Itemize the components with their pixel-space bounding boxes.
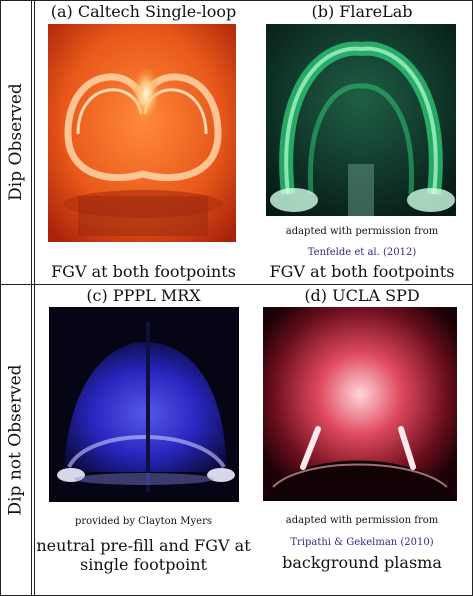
flarelab-loop-photo (266, 24, 456, 216)
ucla-spd-photo (263, 307, 457, 501)
panel-ucla: (d) UCLA SPD adapted with permission fro… (252, 285, 472, 595)
panel-caption: FGV at both footpoints (269, 262, 455, 281)
panel-credit: adapted with permission from (285, 515, 439, 526)
panel-credit: adapted with permission from (285, 226, 439, 237)
label-column-divider-1 (31, 0, 32, 596)
row-label-dip-observed: Dip Observed (1, 0, 31, 284)
panel-pppl: (c) PPPL MRX provided by Clayton Myers n… (35, 285, 252, 595)
panel-citation-link[interactable]: Tripathi & Gekelman (2010) (290, 537, 434, 548)
pppl-mrx-photo (49, 307, 239, 502)
row-divider (0, 284, 473, 285)
panel-title: (d) UCLA SPD (304, 286, 420, 305)
panel-title: (b) FlareLab (311, 2, 413, 21)
panel-credit: provided by Clayton Myers (74, 516, 213, 527)
table-top-border (0, 0, 473, 1)
table-left-border (0, 0, 1, 596)
panel-title: (c) PPPL MRX (86, 286, 201, 305)
panel-citation-link[interactable]: Tenfelde et al. (2012) (307, 247, 417, 258)
panel-caltech: (a) Caltech Single-loop (35, 0, 252, 284)
panel-flarelab: (b) FlareLab adapted with permission fro… (252, 0, 472, 284)
row-label-dip-not-observed: Dip not Observed (1, 285, 31, 595)
panel-caption: background plasma (282, 553, 442, 572)
panel-title: (a) Caltech Single-loop (50, 2, 237, 21)
panel-caption: FGV at both footpoints (51, 262, 236, 281)
panel-caption: neutral pre-fill and FGV at single footp… (36, 536, 251, 574)
row-label-text: Dip not Observed (6, 364, 26, 516)
caltech-loop-photo (48, 24, 236, 242)
label-column-divider-2 (34, 0, 35, 596)
row-label-text: Dip Observed (6, 83, 27, 201)
